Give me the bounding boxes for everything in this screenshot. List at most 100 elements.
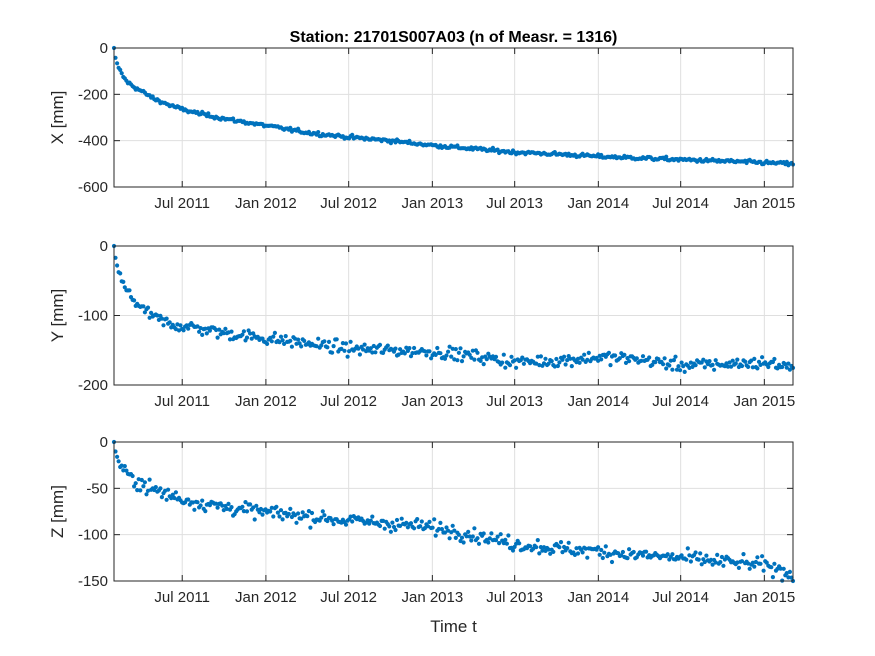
data-point (272, 330, 277, 335)
data-point (569, 364, 574, 369)
y-tick-label: -150 (78, 573, 108, 590)
data-point (770, 575, 776, 580)
data-point (186, 326, 191, 331)
data-point (370, 350, 375, 355)
data-point (665, 552, 670, 557)
y-axis-label: X [mm] (48, 91, 67, 145)
data-point (377, 342, 383, 347)
data-point (115, 61, 120, 66)
data-point (760, 554, 765, 559)
x-axis-label: Time t (430, 617, 477, 636)
data-point (319, 343, 324, 348)
data-point (446, 349, 451, 354)
data-point (433, 533, 438, 538)
data-point (764, 560, 769, 565)
data-point (385, 343, 390, 348)
data-point (299, 516, 304, 521)
data-point (786, 361, 791, 366)
data-point (444, 353, 449, 358)
data-point (255, 334, 260, 339)
data-point (241, 329, 246, 334)
data-point (520, 355, 525, 360)
data-point (214, 327, 219, 333)
data-point (142, 480, 147, 485)
data-point (282, 341, 287, 346)
data-point (402, 351, 407, 356)
data-point (340, 341, 345, 346)
data-point (306, 509, 311, 514)
data-point (603, 544, 608, 549)
data-point (453, 347, 458, 352)
data-point (215, 335, 220, 340)
data-point (439, 527, 444, 532)
data-point (178, 323, 183, 328)
data-point (186, 497, 191, 502)
data-point (685, 546, 690, 551)
data-point (449, 354, 454, 359)
data-point (778, 566, 783, 571)
data-point (294, 520, 299, 525)
data-point (268, 509, 273, 514)
data-point (557, 360, 562, 365)
data-point (286, 511, 291, 517)
data-point (442, 356, 448, 361)
data-point (739, 363, 745, 369)
data-point (371, 343, 376, 349)
data-point (345, 354, 350, 359)
data-point (693, 550, 698, 555)
data-point (288, 125, 293, 130)
data-point (613, 353, 618, 358)
data-point (164, 497, 169, 502)
data-point (787, 367, 793, 372)
data-point (357, 352, 362, 357)
data-point (432, 517, 437, 522)
data-point (609, 559, 615, 565)
data-point (350, 132, 355, 137)
data-point (597, 552, 602, 557)
data-point (551, 549, 556, 555)
x-tick-label: Jul 2012 (320, 195, 377, 212)
data-point (631, 549, 636, 555)
data-point (130, 473, 135, 479)
data-point (606, 350, 612, 355)
x-tick-label: Jan 2012 (235, 393, 297, 410)
y-axis-label: Z [mm] (48, 485, 67, 538)
data-point (653, 360, 658, 365)
data-point (541, 361, 547, 366)
data-point (339, 346, 344, 351)
data-point (725, 364, 731, 369)
data-point (784, 159, 789, 164)
data-point (254, 503, 259, 508)
data-point (325, 518, 330, 524)
data-point (274, 504, 279, 509)
data-point (350, 519, 355, 524)
data-point (670, 552, 675, 557)
data-point (664, 154, 669, 159)
y-tick-label: -600 (78, 179, 108, 196)
data-point (784, 365, 789, 370)
data-point (195, 324, 200, 329)
data-point (543, 356, 548, 361)
data-point (639, 358, 644, 363)
data-point (599, 547, 604, 553)
data-point (170, 492, 175, 497)
data-point (240, 332, 245, 337)
data-point (586, 350, 591, 355)
data-point (288, 506, 293, 511)
data-point (394, 517, 400, 523)
data-point (436, 526, 441, 532)
data-point (161, 323, 166, 328)
data-point (673, 354, 678, 359)
data-point (449, 530, 454, 535)
data-point (755, 366, 760, 371)
data-point (459, 359, 465, 364)
data-point (760, 355, 765, 360)
data-point (133, 481, 138, 486)
data-point (381, 350, 386, 355)
data-point (661, 362, 666, 367)
data-point (144, 492, 149, 497)
data-point (240, 504, 245, 509)
data-point (528, 544, 533, 549)
data-point (223, 326, 228, 331)
